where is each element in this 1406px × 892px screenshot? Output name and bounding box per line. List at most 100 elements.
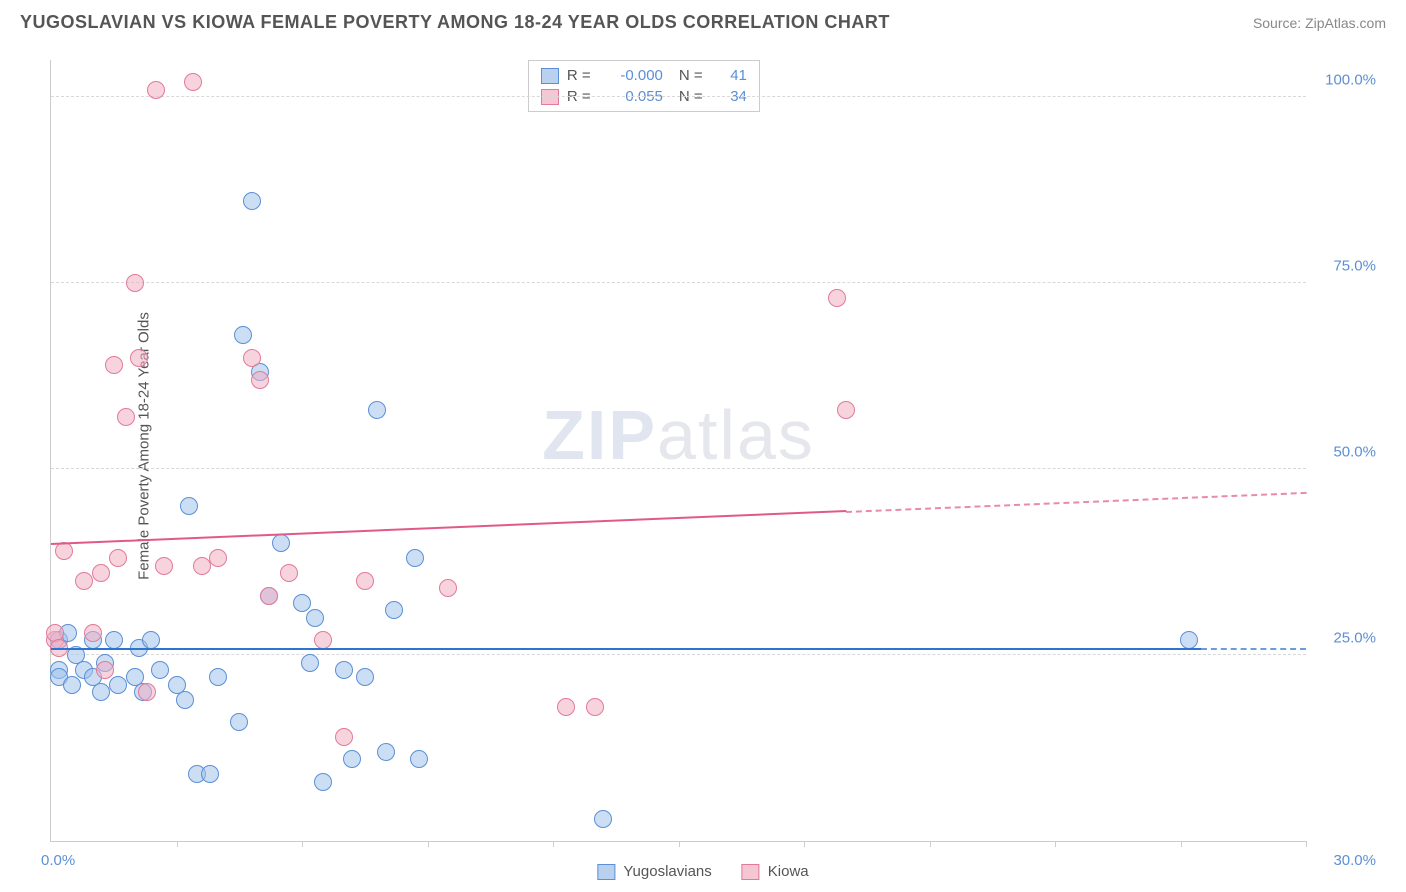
data-point [180, 497, 198, 515]
data-point [117, 408, 135, 426]
chart-title: YUGOSLAVIAN VS KIOWA FEMALE POVERTY AMON… [20, 12, 890, 33]
legend-correlation-box: R =-0.000N =41R =0.055N =34 [528, 60, 760, 112]
data-point [594, 810, 612, 828]
data-point [105, 356, 123, 374]
data-point [406, 549, 424, 567]
legend-item: Yugoslavians [597, 863, 711, 880]
x-tick [930, 841, 931, 847]
data-point [243, 349, 261, 367]
data-point [63, 676, 81, 694]
data-point [385, 601, 403, 619]
trend-line [846, 491, 1306, 512]
data-point [260, 587, 278, 605]
data-point [126, 274, 144, 292]
y-tick-label: 75.0% [1333, 258, 1376, 275]
legend-swatch [742, 864, 760, 880]
grid-line [51, 282, 1306, 283]
watermark-left: ZIP [542, 396, 657, 474]
data-point [243, 192, 261, 210]
data-point [193, 557, 211, 575]
legend-label: Yugoslavians [623, 863, 711, 880]
plot-area: ZIPatlas R =-0.000N =41R =0.055N =34 25.… [50, 60, 1306, 842]
data-point [343, 750, 361, 768]
data-point [280, 564, 298, 582]
source-name: ZipAtlas.com [1305, 15, 1386, 31]
legend-swatch [597, 864, 615, 880]
legend-row: R = -0.000 N = 41 [541, 65, 747, 86]
data-point [251, 371, 269, 389]
data-point [828, 289, 846, 307]
x-tick [553, 841, 554, 847]
x-tick [177, 841, 178, 847]
legend-swatch [541, 68, 559, 84]
data-point [586, 698, 604, 716]
x-tick-label: 30.0% [1333, 852, 1376, 869]
data-point [356, 668, 374, 686]
legend-label: Kiowa [768, 863, 809, 880]
data-point [335, 661, 353, 679]
data-point [230, 713, 248, 731]
data-point [155, 557, 173, 575]
data-point [314, 631, 332, 649]
data-point [75, 572, 93, 590]
data-point [209, 668, 227, 686]
legend-n-value: 41 [717, 67, 747, 84]
data-point [96, 661, 114, 679]
data-point [410, 750, 428, 768]
trend-line [1201, 648, 1306, 650]
data-point [201, 765, 219, 783]
data-point [151, 661, 169, 679]
legend-series: Yugoslavians Kiowa [597, 863, 808, 880]
data-point [84, 624, 102, 642]
x-tick [679, 841, 680, 847]
data-point [293, 594, 311, 612]
watermark: ZIPatlas [542, 395, 815, 475]
data-point [147, 81, 165, 99]
data-point [1180, 631, 1198, 649]
data-point [109, 676, 127, 694]
data-point [92, 564, 110, 582]
x-tick [1306, 841, 1307, 847]
legend-item: Kiowa [742, 863, 809, 880]
data-point [184, 73, 202, 91]
data-point [335, 728, 353, 746]
data-point [356, 572, 374, 590]
chart-container: ZIPatlas R =-0.000N =41R =0.055N =34 25.… [50, 60, 1306, 842]
y-tick-label: 50.0% [1333, 444, 1376, 461]
trend-line [51, 648, 1201, 650]
x-tick [428, 841, 429, 847]
data-point [92, 683, 110, 701]
data-point [142, 631, 160, 649]
data-point [105, 631, 123, 649]
grid-line [51, 468, 1306, 469]
data-point [138, 683, 156, 701]
y-tick-label: 25.0% [1333, 630, 1376, 647]
chart-header: YUGOSLAVIAN VS KIOWA FEMALE POVERTY AMON… [0, 0, 1406, 41]
watermark-right: atlas [657, 396, 815, 474]
data-point [377, 743, 395, 761]
data-point [314, 773, 332, 791]
source-label: Source: [1253, 15, 1305, 31]
legend-n-label: N = [679, 67, 709, 84]
x-tick [302, 841, 303, 847]
y-tick-label: 100.0% [1325, 72, 1376, 89]
legend-r-label: R = [567, 67, 595, 84]
data-point [130, 349, 148, 367]
grid-line [51, 654, 1306, 655]
legend-r-value: -0.000 [603, 67, 663, 84]
data-point [306, 609, 324, 627]
x-tick [1181, 841, 1182, 847]
x-tick-label: 0.0% [41, 852, 75, 869]
data-point [439, 579, 457, 597]
data-point [368, 401, 386, 419]
data-point [557, 698, 575, 716]
data-point [234, 326, 252, 344]
data-point [301, 654, 319, 672]
data-point [109, 549, 127, 567]
data-point [176, 691, 194, 709]
chart-source: Source: ZipAtlas.com [1253, 15, 1386, 31]
data-point [837, 401, 855, 419]
data-point [209, 549, 227, 567]
x-tick [804, 841, 805, 847]
grid-line [51, 96, 1306, 97]
